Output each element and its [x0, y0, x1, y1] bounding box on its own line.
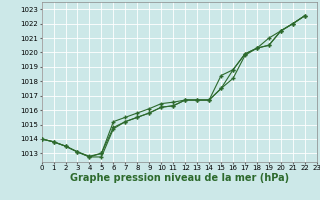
X-axis label: Graphe pression niveau de la mer (hPa): Graphe pression niveau de la mer (hPa) — [70, 173, 289, 183]
